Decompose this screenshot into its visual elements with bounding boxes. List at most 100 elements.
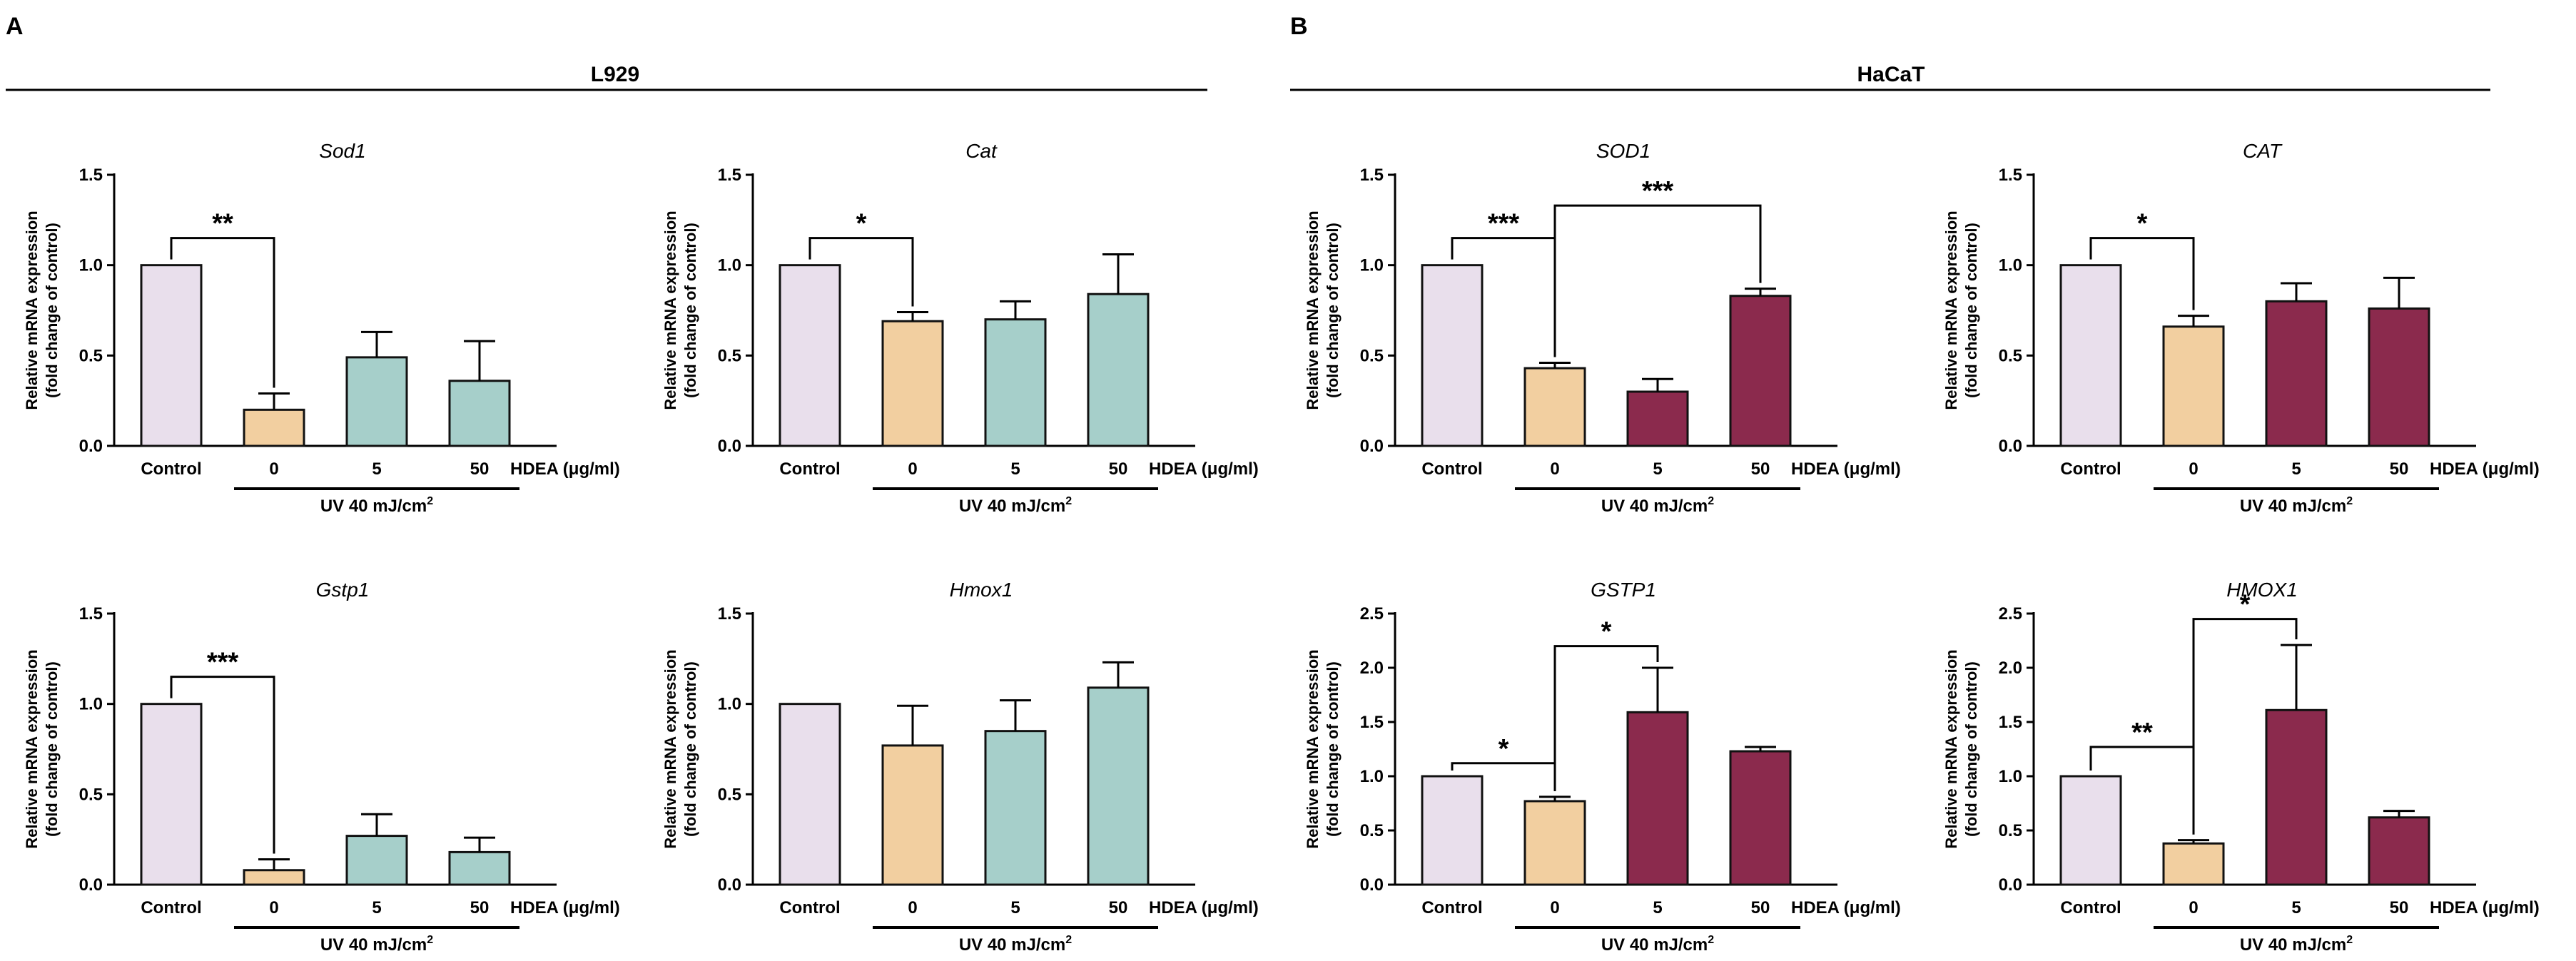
chart-title: Gstp1 — [316, 579, 370, 601]
significance-bracket — [2192, 618, 2298, 835]
bar-0 — [140, 264, 203, 447]
significance-bracket — [1553, 645, 1659, 791]
uv-label: UV 40 mJ/cm2 — [1601, 934, 1714, 955]
charts-layer: Sod1 Relative mRNA expression (fold change… — [23, 140, 2540, 955]
bar-3 — [448, 380, 511, 447]
y-tick-label: 0.5 — [79, 346, 103, 365]
y-tick-label: 1.5 — [79, 604, 103, 624]
uv-label-superscript: 2 — [427, 934, 433, 946]
bar-1 — [2162, 842, 2225, 886]
uv-label: UV 40 mJ/cm2 — [2240, 934, 2353, 955]
x-tick-label: Control — [2060, 459, 2121, 479]
x-tick-label: Control — [2060, 898, 2121, 917]
x-tick-label: 5 — [1010, 898, 1020, 917]
significance-label: * — [1601, 617, 1612, 647]
bar-3 — [2368, 816, 2430, 886]
chart-cat: Cat Relative mRNA expression (fold change … — [661, 140, 1259, 516]
chart-sod1: Sod1 Relative mRNA expression (fold change… — [23, 140, 620, 516]
uv-label-superscript: 2 — [2346, 934, 2353, 946]
y-axis-label-units: (fold change of control) — [43, 661, 61, 837]
bar-3 — [1087, 293, 1150, 447]
y-tick-label: 2.5 — [1999, 604, 2022, 624]
bar-2 — [1626, 711, 1689, 886]
bar-3 — [1087, 686, 1150, 886]
significance-bracket — [2089, 237, 2195, 310]
y-tick-label: 1.0 — [1360, 256, 1384, 275]
y-tick-label: 0.0 — [1999, 875, 2022, 895]
chart-title: Sod1 — [319, 140, 365, 162]
x-tick-label: 5 — [2291, 459, 2301, 479]
x-tick-label: 50 — [470, 459, 490, 479]
bar-1 — [1523, 800, 1586, 886]
y-tick-label: 0.0 — [1999, 437, 2022, 456]
y-tick-label: 1.5 — [1360, 166, 1384, 185]
panel-a-header: A L929 — [6, 13, 1207, 91]
y-tick-label: 1.0 — [1999, 767, 2022, 786]
x-tick-label: 0 — [2189, 898, 2198, 917]
chart-gstp1: GSTP1 Relative mRNA expression (fold chang… — [1304, 579, 1901, 955]
uv-label: UV 40 mJ/cm2 — [1601, 495, 1714, 516]
y-tick-label: 2.5 — [1360, 604, 1384, 624]
significance-label: * — [856, 209, 867, 239]
x-tick-label: Control — [1421, 898, 1482, 917]
chart-title: GSTP1 — [1591, 579, 1656, 601]
y-axis-label: Relative mRNA expression — [23, 210, 41, 410]
y-tick-label: 0.0 — [1360, 875, 1384, 895]
chart-gstp1: Gstp1 Relative mRNA expression (fold chang… — [23, 579, 620, 955]
y-tick-label: 0.0 — [79, 875, 103, 895]
significance-label: * — [2240, 590, 2251, 620]
y-tick-label: 2.0 — [1999, 659, 2022, 678]
y-tick-label: 1.5 — [1999, 166, 2022, 185]
x-tick-label: 50 — [1109, 898, 1128, 917]
x-tick-label: 50 — [1751, 898, 1770, 917]
x-tick-label: 0 — [1550, 898, 1559, 917]
uv-label-superscript: 2 — [1065, 934, 1072, 946]
x-tick-label: 0 — [269, 898, 278, 917]
hdea-label: HDEA (μg/ml) — [510, 459, 620, 479]
x-tick-label: 0 — [1550, 459, 1559, 479]
chart-title: Hmox1 — [950, 579, 1013, 601]
bar-1 — [1523, 367, 1586, 447]
x-tick-label: Control — [779, 898, 840, 917]
uv-label-superscript: 2 — [427, 495, 433, 507]
x-tick-label: Control — [141, 898, 201, 917]
hdea-label: HDEA (μg/ml) — [1791, 459, 1901, 479]
y-tick-label: 0.0 — [1360, 437, 1384, 456]
significance-label: * — [2137, 209, 2148, 239]
y-tick-label: 1.5 — [718, 604, 741, 624]
bar-1 — [881, 744, 944, 886]
y-axis-label-units: (fold change of control) — [681, 223, 699, 398]
x-tick-label: 0 — [2189, 459, 2198, 479]
chart-cat: CAT Relative mRNA expression (fold change … — [1942, 140, 2540, 516]
panel-letter-a: A — [6, 13, 24, 40]
y-axis-label-units: (fold change of control) — [1324, 661, 1342, 837]
y-axis-label-units: (fold change of control) — [681, 661, 699, 837]
hdea-label: HDEA (μg/ml) — [1149, 459, 1259, 479]
y-tick-label: 0.5 — [1360, 346, 1384, 365]
chart-hmox1: HMOX1 Relative mRNA expression (fold chang… — [1942, 579, 2540, 955]
y-tick-label: 1.0 — [79, 256, 103, 275]
x-tick-label: 5 — [372, 459, 381, 479]
uv-label: UV 40 mJ/cm2 — [2240, 495, 2353, 516]
significance-bracket — [808, 237, 914, 307]
y-tick-label: 1.0 — [718, 695, 741, 714]
bar-2 — [345, 356, 408, 447]
y-axis-label-units: (fold change of control) — [1962, 661, 1980, 837]
significance-bracket — [1553, 204, 1762, 357]
chart-title: SOD1 — [1596, 140, 1650, 162]
chart-sod1: SOD1 Relative mRNA expression (fold change… — [1304, 140, 1901, 516]
bar-2 — [984, 318, 1047, 447]
uv-label: UV 40 mJ/cm2 — [320, 934, 433, 955]
hdea-label: HDEA (μg/ml) — [2430, 898, 2540, 917]
x-tick-label: 5 — [372, 898, 381, 917]
significance-label: *** — [1488, 209, 1520, 239]
y-tick-label: 1.5 — [79, 166, 103, 185]
y-axis-label: Relative mRNA expression — [1304, 210, 1322, 410]
uv-label: UV 40 mJ/cm2 — [320, 495, 433, 516]
significance-label: ** — [212, 209, 233, 239]
cell-line-title-l929: L929 — [591, 63, 639, 86]
bar-0 — [2059, 775, 2122, 886]
y-tick-label: 1.5 — [718, 166, 741, 185]
